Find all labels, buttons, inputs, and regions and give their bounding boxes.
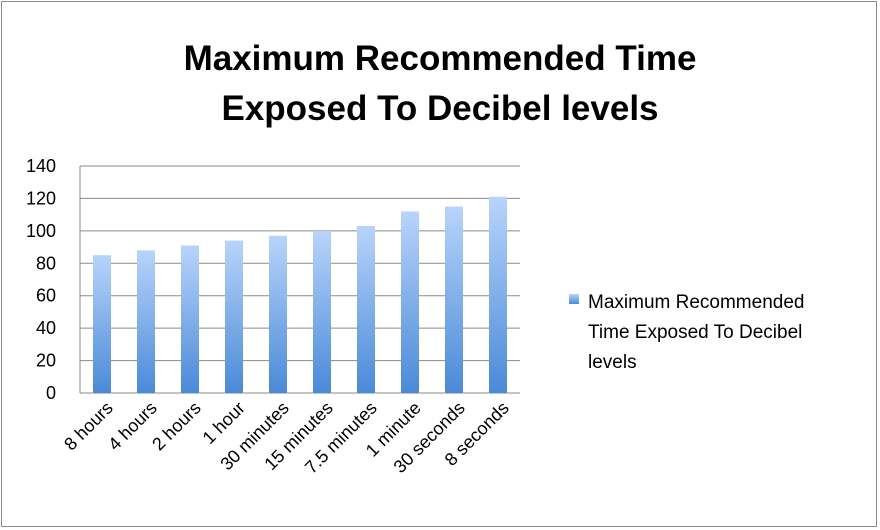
y-tick-label: 80 (36, 253, 56, 273)
bar-15-minutes (313, 230, 331, 393)
y-tick-label: 60 (36, 286, 56, 306)
bar-1-hour (225, 240, 243, 393)
y-tick-label: 120 (26, 188, 56, 208)
bar-7-5-minutes (357, 225, 375, 393)
y-tick-label: 0 (46, 383, 56, 403)
y-tick-label: 140 (26, 156, 56, 176)
y-tick-label: 100 (26, 221, 56, 241)
chart-title-line-1: Maximum Recommended Time (183, 39, 697, 78)
x-tick-label: 4 hours (104, 398, 161, 455)
legend-label-line-3: levels (588, 352, 637, 373)
bar-1-minute (401, 211, 419, 393)
chart-title: Maximum Recommended Time Exposed To Deci… (0, 34, 880, 134)
bar-8-hours (93, 255, 111, 393)
bar-8-seconds (489, 196, 507, 393)
y-axis-ticks: 0 20 40 60 80 100 120 140 (26, 156, 56, 403)
x-tick-label: 2 hours (148, 398, 205, 455)
x-tick-label: 8 hours (60, 398, 117, 455)
bar-4-hours (137, 250, 155, 393)
legend-swatch (569, 294, 579, 304)
legend-label-line-2: Time Exposed To Decibel (588, 322, 802, 343)
bar-30-minutes (269, 235, 287, 393)
bar-2-hours (181, 245, 199, 393)
y-tick-label: 40 (36, 318, 56, 338)
chart-title-line-2: Exposed To Decibel levels (221, 89, 659, 128)
bar-30-seconds (445, 206, 463, 393)
legend-label-line-1: Maximum Recommended (588, 292, 804, 313)
bars (93, 196, 507, 393)
y-tick-label: 20 (36, 351, 56, 371)
legend: Maximum Recommended Time Exposed To Deci… (569, 292, 804, 373)
